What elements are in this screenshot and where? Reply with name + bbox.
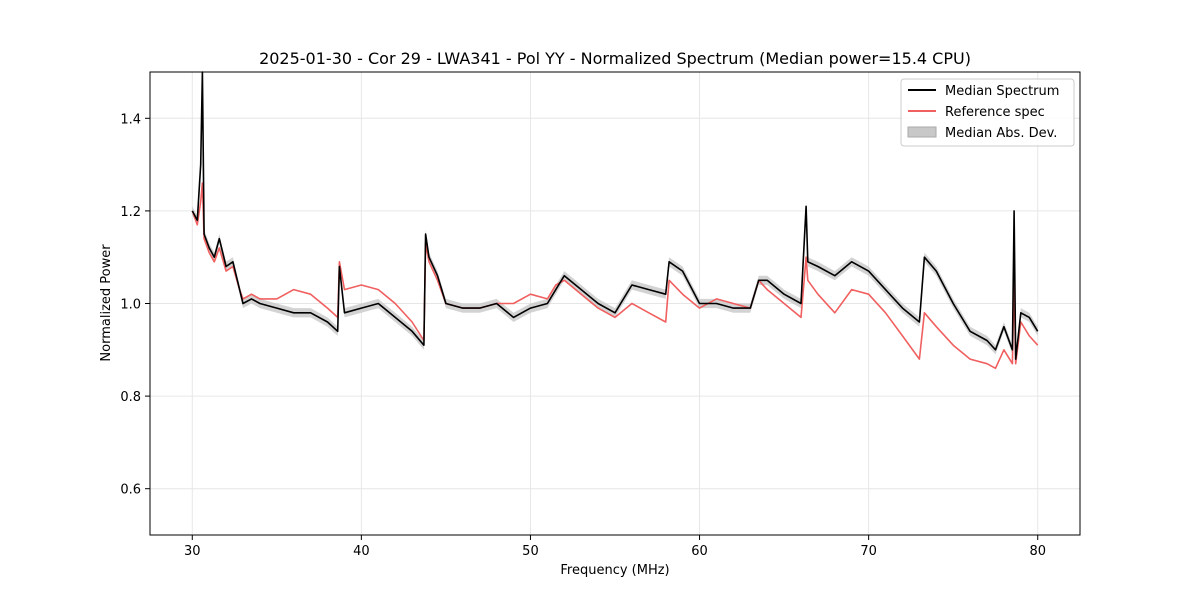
x-tick-label: 60 <box>691 544 708 559</box>
plot-area <box>191 71 1039 370</box>
legend: Median Spectrum Reference spec Median Ab… <box>900 78 1075 147</box>
legend-mad-label: Median Abs. Dev. <box>945 126 1057 141</box>
x-tick-label: 40 <box>353 544 370 559</box>
chart-title: 2025-01-30 - Cor 29 - LWA341 - Pol YY - … <box>259 49 971 68</box>
y-axis: 0.6 0.8 1.0 1.2 1.4 <box>120 112 150 498</box>
x-axis-label: Frequency (MHz) <box>560 563 669 578</box>
reference-spec-line <box>191 182 1039 370</box>
legend-box <box>900 78 1075 147</box>
x-tick-label: 50 <box>522 544 539 559</box>
y-tick-label: 1.0 <box>120 298 141 313</box>
y-tick-label: 1.4 <box>120 112 141 127</box>
y-tick-label: 1.2 <box>120 205 141 220</box>
median-spectrum-line <box>191 71 1039 360</box>
x-tick-label: 80 <box>1029 544 1046 559</box>
y-tick-label: 0.8 <box>120 390 141 405</box>
x-tick-label: 70 <box>860 544 877 559</box>
x-tick-label: 30 <box>184 544 201 559</box>
legend-mad-swatch <box>907 126 937 138</box>
legend-reference-spec-label: Reference spec <box>945 105 1045 120</box>
legend-median-spectrum-label: Median Spectrum <box>945 84 1059 99</box>
x-axis: 30 40 50 60 70 80 <box>184 535 1046 559</box>
y-axis-label: Normalized Power <box>99 244 114 362</box>
y-tick-label: 0.6 <box>120 483 141 498</box>
